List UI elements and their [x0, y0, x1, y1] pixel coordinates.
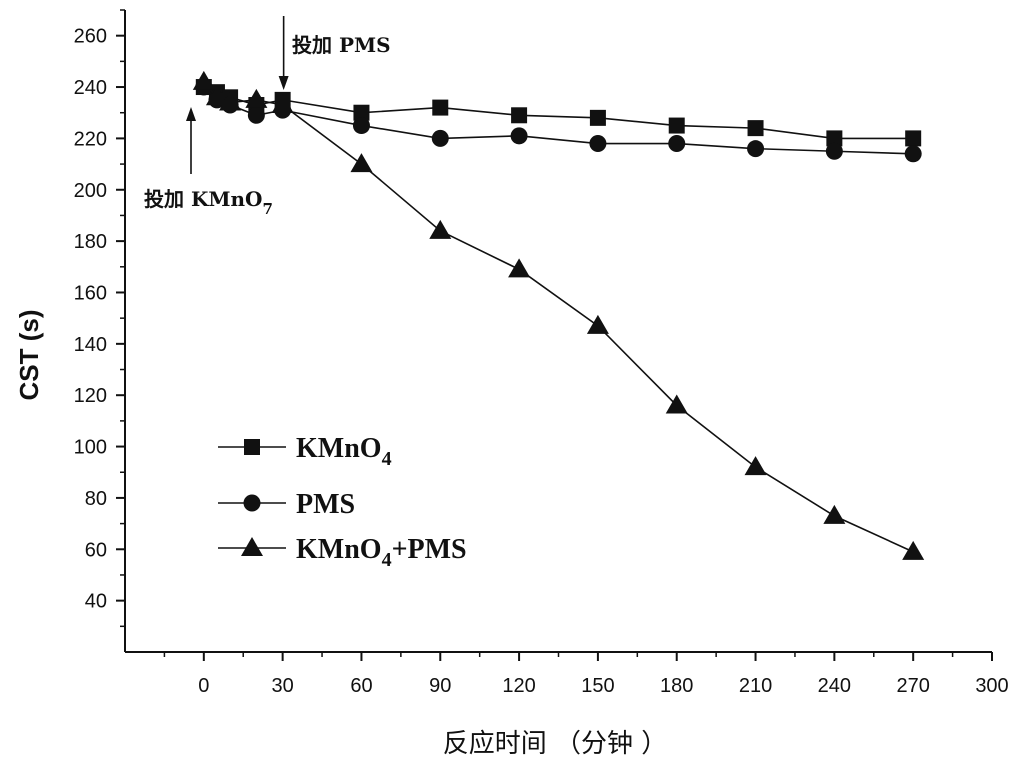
legend-marker	[241, 537, 263, 556]
data-point	[271, 94, 294, 114]
series-layer	[192, 70, 925, 560]
x-axis-title: 反应时间 （分钟 ）	[443, 729, 668, 759]
data-point	[747, 140, 765, 158]
x-tick-label: 180	[660, 675, 693, 697]
series-triangle	[192, 70, 925, 560]
y-tick-label: 120	[74, 385, 107, 407]
data-point	[668, 117, 685, 134]
legend: KMnO4 PMS KMnO4+PMS	[218, 433, 467, 571]
data-point	[205, 86, 228, 106]
y-axis-title: CST (s)	[14, 310, 44, 401]
data-point	[508, 258, 531, 278]
data-point	[431, 129, 449, 147]
y-tick-label: 220	[74, 128, 107, 150]
data-point	[902, 540, 925, 560]
x-tick-label: 90	[429, 675, 451, 697]
y-tick-label: 180	[74, 231, 107, 253]
data-point	[586, 314, 609, 334]
data-point	[432, 99, 449, 116]
legend-marker	[244, 439, 260, 455]
x-tick-label: 240	[818, 675, 851, 697]
data-point	[823, 504, 846, 524]
x-tick-label: 120	[502, 675, 535, 697]
data-point	[826, 130, 843, 147]
data-point	[353, 104, 370, 121]
y-tick-label: 160	[74, 282, 107, 304]
annotations: 投加 PMS 投加 KMnO7	[144, 16, 391, 218]
y-tick-label: 140	[74, 334, 107, 356]
data-point	[429, 219, 452, 239]
legend-label: KMnO4	[296, 433, 392, 470]
data-point	[589, 109, 606, 126]
data-point	[247, 106, 265, 124]
x-tick-label: 0	[198, 675, 209, 697]
y-tick-label: 240	[74, 77, 107, 99]
y-tick-label: 40	[85, 591, 107, 613]
anno-arrow-head	[278, 76, 289, 90]
legend-label: PMS	[296, 489, 355, 520]
anno-arrow-head	[186, 107, 196, 121]
data-point	[192, 70, 215, 90]
data-point	[511, 107, 528, 124]
data-point	[219, 91, 242, 111]
y-tick-label: 80	[85, 488, 107, 510]
axis-ticks: 0 30 60 90 120 150 180 210 240 270 300 40 60 80 100 120…	[74, 9, 1009, 697]
data-point	[350, 153, 373, 173]
legend-marker	[243, 494, 261, 512]
data-point	[352, 117, 370, 135]
y-tick-label: 260	[74, 26, 107, 48]
data-point	[589, 135, 607, 153]
data-point	[744, 456, 767, 476]
data-point	[825, 142, 843, 160]
series-line	[203, 81, 914, 553]
data-point	[668, 135, 686, 153]
legend-label: KMnO4+PMS	[296, 534, 467, 571]
series-line	[203, 86, 914, 155]
x-tick-label: 270	[896, 675, 929, 697]
data-point	[905, 130, 922, 147]
data-point	[904, 145, 922, 163]
x-tick-label: 300	[975, 675, 1008, 697]
x-tick-label: 150	[581, 675, 614, 697]
x-tick-label: 210	[739, 675, 772, 697]
anno-add-kmno: 投加 KMnO7	[144, 187, 273, 218]
data-point	[510, 127, 528, 145]
x-tick-label: 60	[350, 675, 372, 697]
y-tick-label: 100	[74, 437, 107, 459]
data-point	[245, 88, 268, 108]
data-point	[747, 120, 764, 137]
data-point	[665, 394, 688, 414]
series-square	[195, 79, 922, 147]
x-tick-label: 30	[272, 675, 294, 697]
y-tick-label: 60	[85, 539, 107, 561]
anno-add-pms: 投加 PMS	[292, 33, 391, 57]
series-line	[203, 86, 914, 140]
y-tick-label: 200	[74, 180, 107, 202]
